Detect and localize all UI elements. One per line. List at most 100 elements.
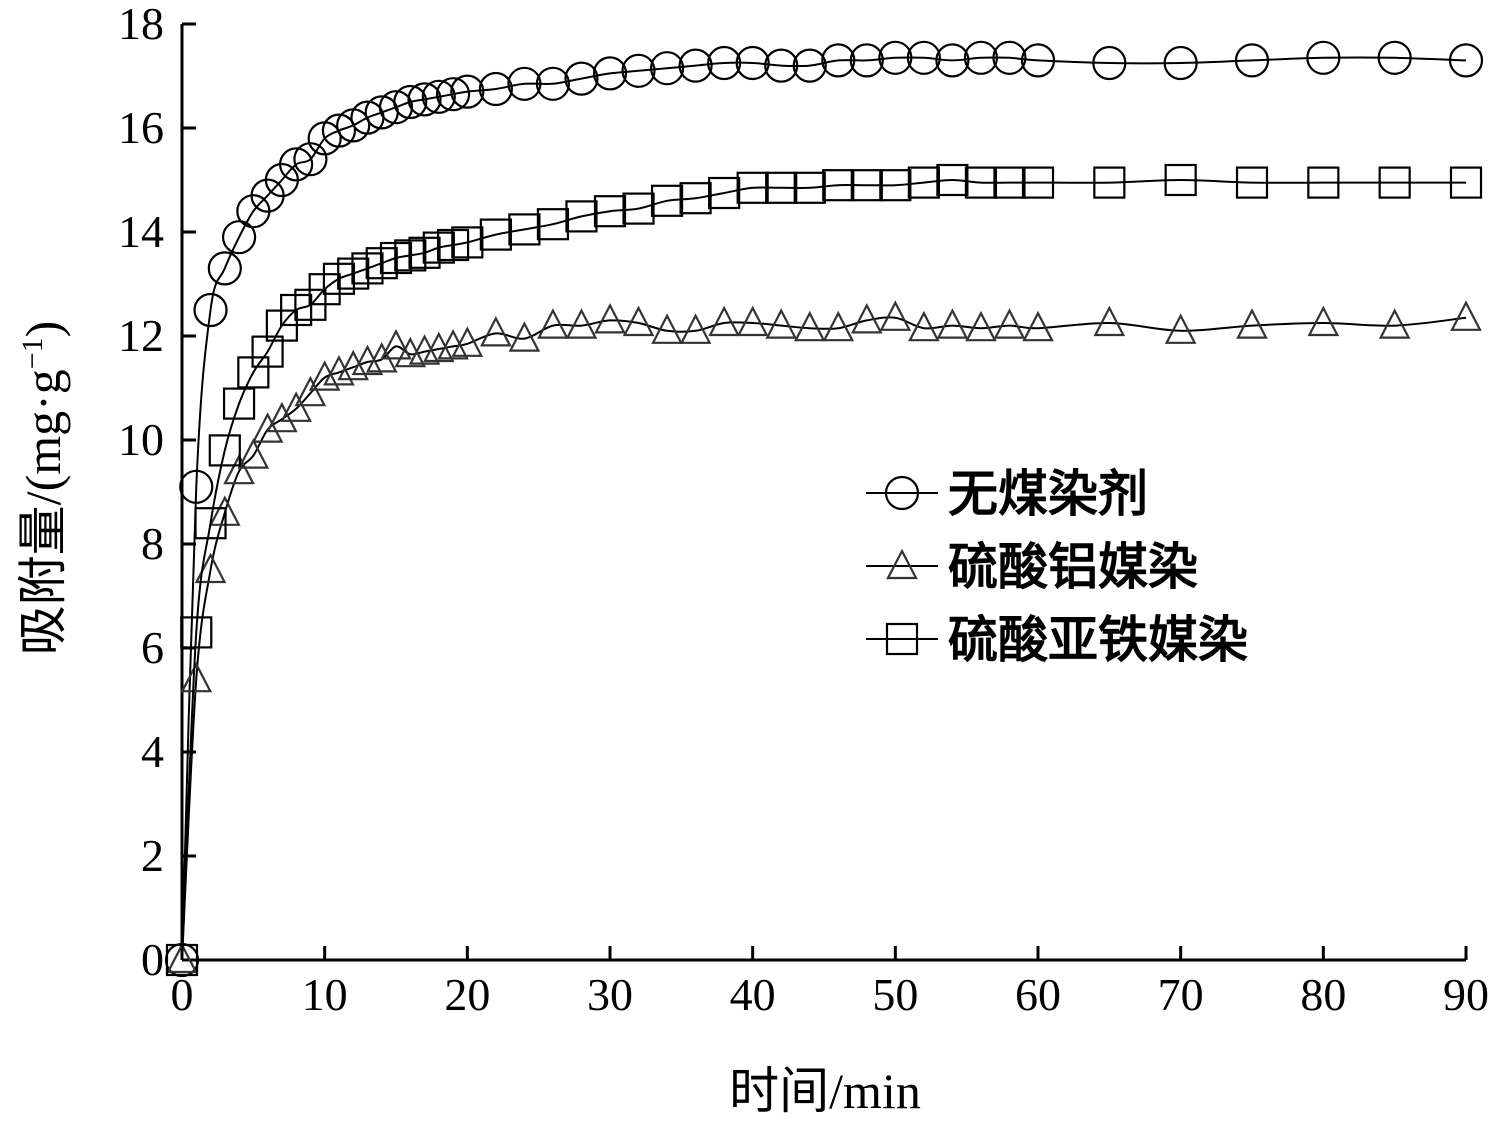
data-point (479, 218, 512, 251)
data-point (407, 82, 442, 117)
x-tick-label: 60 (1015, 969, 1061, 1020)
data-point (622, 305, 655, 337)
data-point (1378, 166, 1411, 199)
data-point (222, 387, 256, 420)
data-point (593, 195, 627, 228)
data-point (821, 43, 856, 78)
series-triangle (166, 300, 1482, 974)
data-point (707, 45, 742, 81)
data-point (1307, 166, 1340, 199)
series-square (165, 163, 1483, 977)
data-point (850, 303, 883, 334)
data-point (906, 40, 941, 75)
data-point (308, 360, 341, 391)
data-point (179, 469, 214, 504)
data-point (1092, 45, 1127, 81)
data-point (822, 169, 855, 202)
x-axis-title: 时间/min (729, 1063, 921, 1119)
data-point (792, 48, 827, 83)
data-point (1163, 45, 1198, 81)
x-tick-label: 0 (171, 969, 194, 1020)
y-tick-label: 0 (141, 934, 164, 985)
legend-label: 硫酸铝媒染 (948, 538, 1198, 596)
data-point (266, 401, 298, 433)
data-point (1448, 43, 1484, 78)
data-point (1377, 40, 1412, 75)
data-point (508, 321, 541, 352)
data-point (965, 310, 997, 342)
data-point (208, 434, 241, 467)
data-point (1378, 308, 1411, 339)
x-tick-label: 40 (730, 969, 776, 1020)
data-point (435, 77, 471, 112)
data-point (1236, 308, 1268, 339)
y-axis-title-close: ) (15, 321, 71, 338)
y-tick-label: 6 (141, 622, 164, 673)
data-point (850, 169, 883, 202)
y-tick-label: 2 (141, 830, 164, 881)
data-point (251, 412, 284, 443)
x-tick-label: 80 (1300, 969, 1346, 1020)
data-point (1449, 166, 1483, 199)
data-point (736, 171, 769, 204)
data-point (1021, 166, 1055, 199)
data-point (237, 438, 270, 469)
series-line (181, 56, 1467, 961)
data-point (793, 310, 826, 342)
data-point (1235, 166, 1269, 199)
legend-label: 无煤染剂 (948, 465, 1148, 523)
y-tick-label: 4 (141, 726, 164, 777)
legend-marker (884, 475, 920, 511)
data-point (735, 45, 770, 81)
y-tick-label: 14 (118, 206, 164, 257)
data-point (907, 166, 940, 199)
data-point (508, 213, 541, 246)
data-point (194, 507, 227, 540)
x-tick-label: 30 (587, 969, 633, 1020)
data-point (1306, 40, 1341, 75)
data-point (535, 66, 571, 101)
y-tick-label: 12 (118, 310, 164, 361)
data-point (564, 61, 599, 96)
y-tick-label: 16 (118, 102, 164, 153)
data-point (421, 79, 456, 114)
data-point (380, 329, 412, 360)
data-point (1093, 166, 1126, 199)
data-point (193, 292, 228, 328)
data-point (963, 40, 999, 75)
data-point (594, 303, 626, 334)
series-line (181, 178, 1466, 961)
data-point (565, 200, 598, 233)
y-tick-label: 18 (118, 0, 164, 49)
data-point (849, 43, 884, 78)
data-point (992, 40, 1027, 75)
data-point (1020, 43, 1056, 78)
y-axis-title-main: 吸附量/(mg·g (15, 369, 71, 655)
legend-item: 硫酸亚铁媒染 (866, 611, 1248, 669)
data-point (621, 53, 656, 88)
data-point (622, 192, 655, 225)
data-point (822, 310, 855, 342)
data-point (207, 251, 242, 286)
data-point (1093, 305, 1126, 337)
x-tick-label: 70 (1158, 969, 1204, 1020)
data-point (378, 90, 414, 125)
data-point (166, 942, 198, 974)
data-point (678, 48, 713, 83)
data-point (321, 113, 357, 148)
data-point (708, 305, 740, 337)
data-point (651, 313, 683, 344)
data-point (393, 84, 428, 120)
x-tick-label: 50 (872, 969, 918, 1020)
data-point (1307, 305, 1340, 337)
data-point (451, 226, 484, 259)
legend-item: 硫酸铝媒染 (866, 538, 1198, 596)
data-point (1450, 300, 1482, 331)
data-point (935, 43, 970, 78)
data-point (679, 313, 712, 344)
data-point (993, 166, 1026, 199)
x-tick-label: 90 (1443, 969, 1489, 1020)
data-point (1164, 163, 1197, 197)
axes: 0 2 4 6 8 10 12 14 16 18 0 10 20 30 40 50 60 70 80 90 (118, 0, 1489, 1020)
